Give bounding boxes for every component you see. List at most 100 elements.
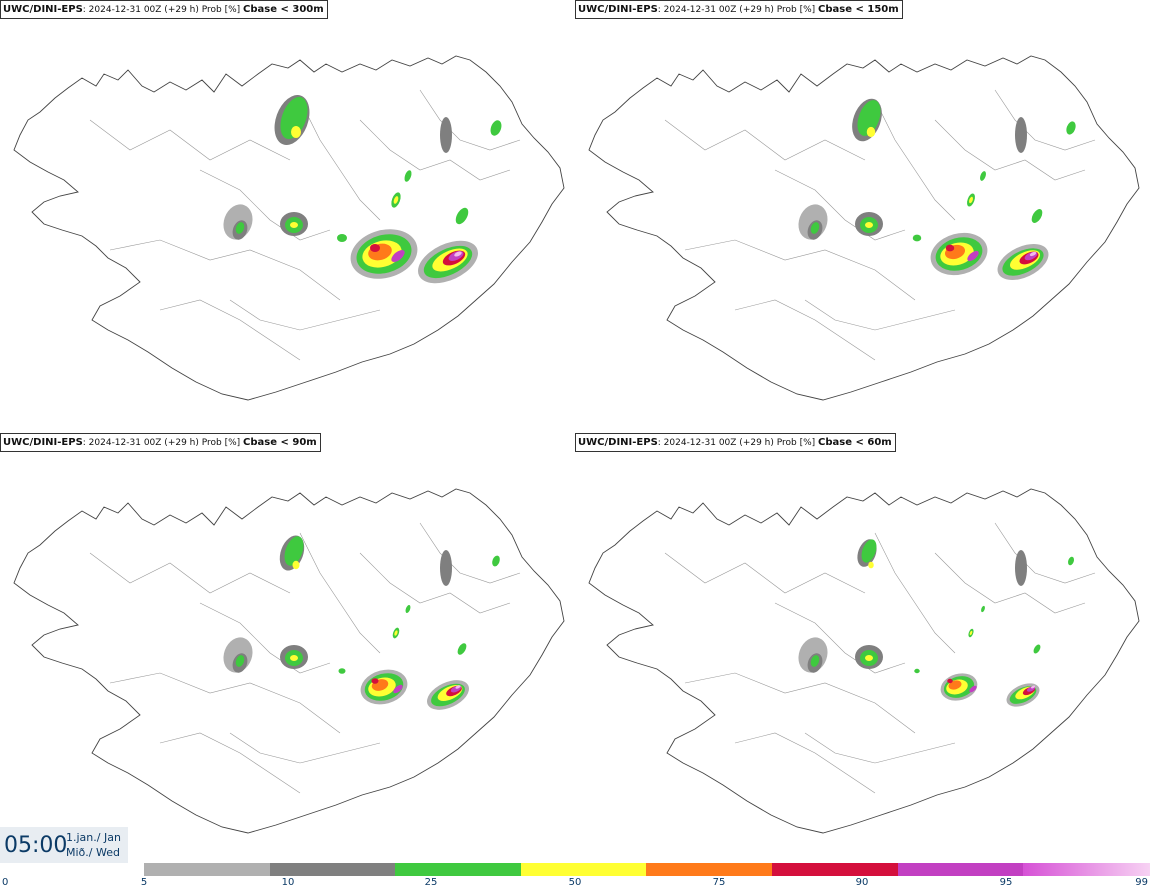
probability-contour (291, 126, 301, 138)
probability-contour (457, 643, 467, 655)
probability-contour (912, 234, 922, 242)
region-boundary (874, 99, 956, 221)
probability-contour (391, 250, 405, 262)
probability-contour (338, 668, 346, 674)
region-boundary (994, 522, 1096, 584)
region-boundary (299, 99, 381, 221)
probability-contour (810, 655, 820, 667)
map-panel-90m: UWC/DINI-EPS: 2024-12-31 00Z (+29 h) Pro… (0, 433, 575, 869)
probability-contour (370, 244, 380, 252)
region-boundary (684, 672, 916, 734)
probability-contour (945, 244, 955, 252)
valid-time: 05:00 (4, 833, 68, 858)
probability-contour (292, 560, 300, 570)
probability-contour (1030, 685, 1036, 689)
probability-contour (865, 222, 873, 228)
probability-contour (1066, 121, 1076, 135)
iceland-map (588, 488, 1140, 834)
probability-contour (981, 605, 985, 613)
probability-contour (393, 684, 403, 694)
probability-contour (455, 207, 469, 225)
region-boundary (359, 552, 511, 614)
coastline (13, 55, 565, 401)
valid-time-box: 05:00 1.jan./ Jan Mið./ Wed (0, 827, 128, 863)
region-boundary (934, 552, 1086, 614)
valid-weekday: Mið./ Wed (66, 846, 120, 859)
region-boundary (734, 732, 876, 794)
probability-contour (280, 96, 308, 140)
region-boundary (159, 732, 301, 794)
region-boundary (199, 169, 331, 241)
probability-contour (1031, 209, 1043, 223)
region-boundary (89, 119, 291, 161)
colorbar-tick-label: 5 (140, 877, 148, 888)
region-boundary (229, 299, 381, 331)
coastline (588, 488, 1140, 834)
probability-contour (290, 655, 298, 661)
probability-contour (861, 539, 877, 563)
probability-contour (1068, 556, 1074, 566)
probability-contour (235, 222, 245, 234)
probability-contour (492, 555, 500, 567)
probability-colorbar (144, 863, 1150, 876)
panel-title: UWC/DINI-EPS: 2024-12-31 00Z (+29 h) Pro… (575, 0, 903, 19)
probability-contour (405, 604, 411, 614)
probability-contour (866, 126, 876, 138)
region-boundary (874, 532, 956, 654)
colorbar-segment (646, 863, 773, 876)
probability-contour (980, 171, 986, 181)
coastline (13, 488, 565, 834)
colorbar-tick-label: 75 (712, 877, 726, 888)
colorbar-tick-label: 25 (424, 877, 438, 888)
colorbar-segment (144, 863, 270, 876)
probability-contour (371, 678, 379, 684)
colorbar-segment (269, 863, 396, 876)
panel-title: UWC/DINI-EPS: 2024-12-31 00Z (+29 h) Pro… (0, 433, 321, 452)
probability-contour (1015, 550, 1027, 586)
colorbar-segment (520, 863, 647, 876)
probability-contour (969, 630, 973, 636)
probability-contour (969, 196, 973, 204)
map-panel-150m: UWC/DINI-EPS: 2024-12-31 00Z (+29 h) Pro… (575, 0, 1150, 436)
colorbar-segment (772, 863, 898, 876)
probability-contour (393, 196, 399, 204)
probability-contour (440, 117, 452, 153)
region-boundary (229, 732, 381, 764)
region-boundary (199, 602, 331, 674)
probability-contour (490, 120, 502, 136)
probability-contour (914, 668, 920, 674)
probability-contour (290, 222, 298, 228)
region-boundary (734, 299, 876, 361)
region-boundary (419, 89, 521, 151)
probability-contour (857, 100, 881, 136)
region-boundary (664, 119, 866, 161)
region-boundary (774, 169, 906, 241)
region-boundary (419, 522, 521, 584)
colorbar-tick-label: 90 (855, 877, 869, 888)
probability-contour (1033, 644, 1041, 654)
probability-contour (868, 561, 874, 569)
probability-contour (404, 170, 412, 182)
region-boundary (359, 119, 511, 181)
coastline (588, 55, 1140, 401)
region-boundary (994, 89, 1096, 151)
probability-contour (235, 655, 245, 667)
probability-contour (284, 536, 304, 566)
region-boundary (664, 552, 866, 594)
probability-contour (1015, 117, 1027, 153)
probability-contour (969, 685, 977, 693)
probability-contour (948, 680, 962, 690)
iceland-map (13, 55, 565, 401)
region-boundary (89, 552, 291, 594)
region-boundary (934, 119, 1086, 181)
probability-contour (394, 630, 398, 636)
iceland-map (588, 55, 1140, 401)
region-boundary (774, 602, 906, 674)
colorbar-tick-label: 95 (999, 877, 1013, 888)
colorbar-tick-label: 10 (281, 877, 295, 888)
probability-contour (440, 550, 452, 586)
probability-contour (337, 234, 347, 242)
map-panel-300m: UWC/DINI-EPS: 2024-12-31 00Z (+29 h) Pro… (0, 0, 575, 436)
colorbar-segment (395, 863, 521, 876)
region-boundary (159, 299, 301, 361)
